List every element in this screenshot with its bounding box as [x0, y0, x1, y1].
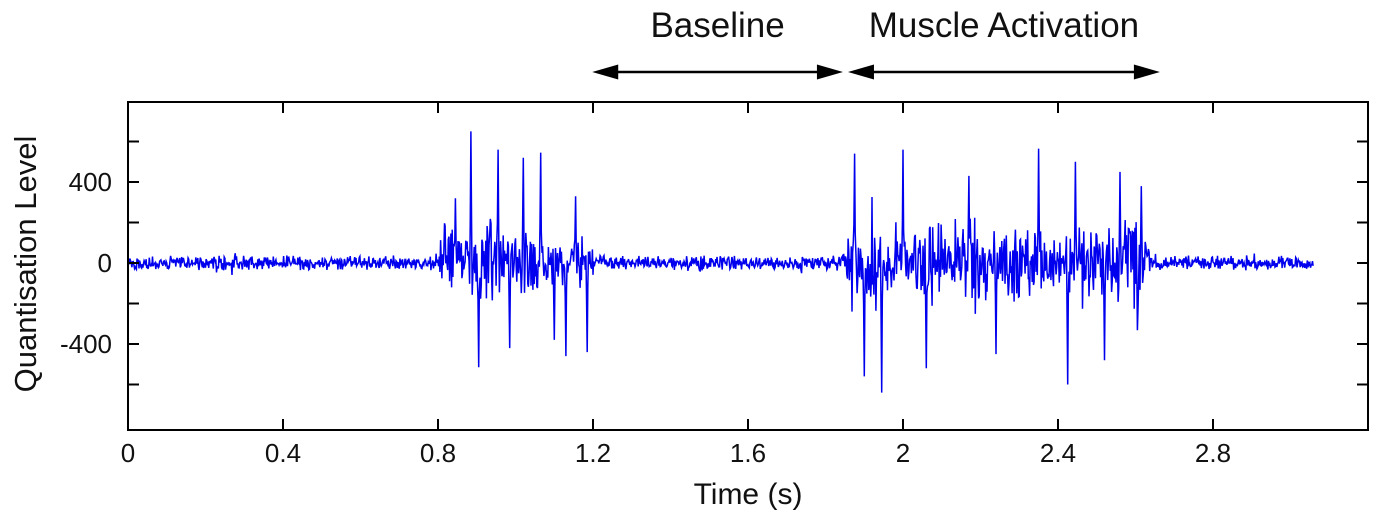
x-tick-label-1.2: 1.2: [574, 438, 612, 468]
annotation-arrowhead-left-1: [847, 64, 874, 80]
x-tick-label-0.4: 0.4: [264, 438, 302, 468]
y-axis-title: Quantisation Level: [8, 135, 43, 393]
annotation-arrowhead-left-0: [592, 64, 619, 80]
x-tick-label-0: 0: [120, 438, 136, 468]
annotation-muscle-activation-label: Muscle Activation: [868, 6, 1140, 45]
x-tick-label-0.8: 0.8: [419, 438, 457, 468]
x-tick-label-2: 2: [895, 438, 911, 468]
annotation-arrowhead-right-1: [1133, 64, 1160, 80]
y-tick-label--400: -400: [59, 329, 112, 359]
annotation-arrowhead-right-0: [816, 64, 843, 80]
emg-signal-trace: [128, 131, 1314, 393]
x-axis-title: Time (s): [693, 478, 803, 511]
y-tick-label-0: 0: [97, 248, 112, 278]
x-tick-label-2.8: 2.8: [1194, 438, 1232, 468]
annotation-baseline-label: Baseline: [650, 6, 785, 45]
y-tick-label-400: 400: [68, 167, 112, 197]
x-tick-label-2.4: 2.4: [1039, 438, 1077, 468]
x-tick-label-1.6: 1.6: [729, 438, 767, 468]
